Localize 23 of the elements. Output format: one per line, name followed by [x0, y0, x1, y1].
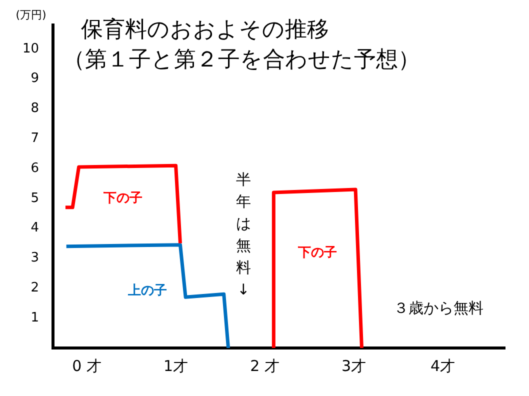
y-axis-title: (万円) [16, 8, 46, 22]
x-tick-label: 4才 [430, 356, 455, 375]
y-tick-label: 9 [30, 71, 39, 86]
series-label: 上の子 [126, 284, 167, 299]
series-label: 下の子 [297, 245, 338, 260]
y-tick-label: 4 [30, 220, 39, 236]
annotation: ３歳から無料 [393, 299, 484, 318]
y-tick-label: 7 [30, 131, 39, 146]
text: （第１子と第２子を合わせた予想） [63, 48, 420, 73]
y-tick-label: 6 [30, 160, 39, 176]
x-tick-label: 0 才 [72, 356, 102, 375]
series-label: 下の子 [102, 190, 142, 206]
y-tick-label: 10 [22, 41, 39, 56]
y-tick-label: 3 [30, 250, 39, 266]
x-tick-label: 1才 [164, 356, 188, 375]
y-tick-label: 5 [30, 190, 39, 206]
y-tick-label: 2 [30, 280, 39, 296]
y-tick-label: 1 [30, 310, 39, 326]
x-tick-label: 3才 [341, 356, 366, 375]
y-tick-label: 8 [30, 101, 39, 116]
annotation: 半年は無料↓ [236, 170, 251, 298]
x-tick-label: 2 才 [250, 356, 280, 375]
chart-title: 保育料のおおよその推移 [81, 16, 329, 43]
